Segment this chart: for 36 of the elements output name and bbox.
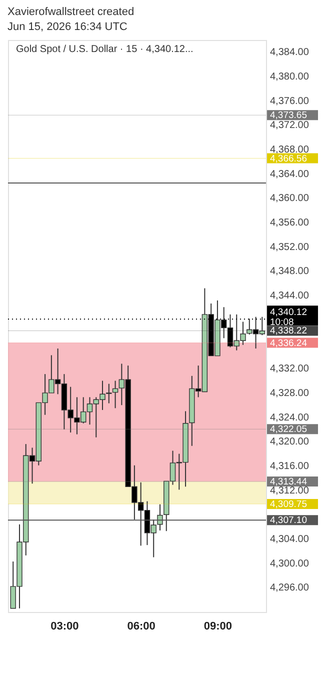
x-tick-label: 06:00 (127, 620, 156, 632)
y-tick-label: 4,320.00 (270, 436, 310, 448)
ref-line-label: 4,309.75 (270, 498, 307, 510)
y-tick-label: 4,368.00 (270, 144, 310, 156)
x-tick-label: 03:00 (50, 620, 79, 632)
chart-subtitle: Xavierofwallstreet created Jun 15, 2026 16:34 UTC (8, 6, 134, 33)
y-tick-label: 4,324.00 (270, 412, 310, 424)
y-tick-label: 4,304.00 (270, 534, 310, 545)
y-tick-label: 4,360.00 (270, 193, 310, 204)
candlestick (112, 380, 118, 409)
y-tick-label: 4,316.00 (270, 460, 310, 472)
ref-line-label: 4,373.65 (270, 110, 307, 122)
ref-line-label: 4,307.10 (270, 515, 307, 526)
ref-line-label: 4,322.05 (270, 424, 307, 436)
y-tick-label: 4,296.00 (270, 582, 310, 594)
ref-line-label: 4,338.22 (270, 326, 307, 337)
y-tick-label: 4,300.00 (270, 558, 310, 570)
y-tick-label: 4,384.00 (270, 47, 310, 58)
chart-title: Gold Spot / U.S. Dollar · 15 · 4,340.12... (16, 44, 194, 55)
ref-line-label: 4,366.56 (270, 153, 307, 164)
y-tick-label: 4,352.00 (270, 242, 310, 253)
y-tick-label: 4,364.00 (270, 168, 310, 180)
y-tick-label: 4,312.00 (270, 485, 310, 496)
candlestick (157, 504, 163, 531)
candlestick (106, 383, 112, 404)
y-tick-label: 4,348.00 (270, 266, 310, 278)
ref-line-label: 4,313.44 (270, 476, 307, 488)
y-tick-label: 4,356.00 (270, 218, 310, 229)
y-tick-label: 4,332.00 (270, 364, 310, 375)
ref-line-label: 4,336.24 (270, 338, 307, 349)
y-tick-label: 4,328.00 (270, 388, 310, 399)
y-tick-label: 4,380.00 (270, 72, 310, 83)
y-tick-label: 4,372.00 (270, 120, 310, 132)
y-tick-label: 4,344.00 (270, 290, 310, 302)
y-tick-label: 4,376.00 (270, 96, 310, 107)
x-tick-label: 09:00 (204, 620, 232, 632)
